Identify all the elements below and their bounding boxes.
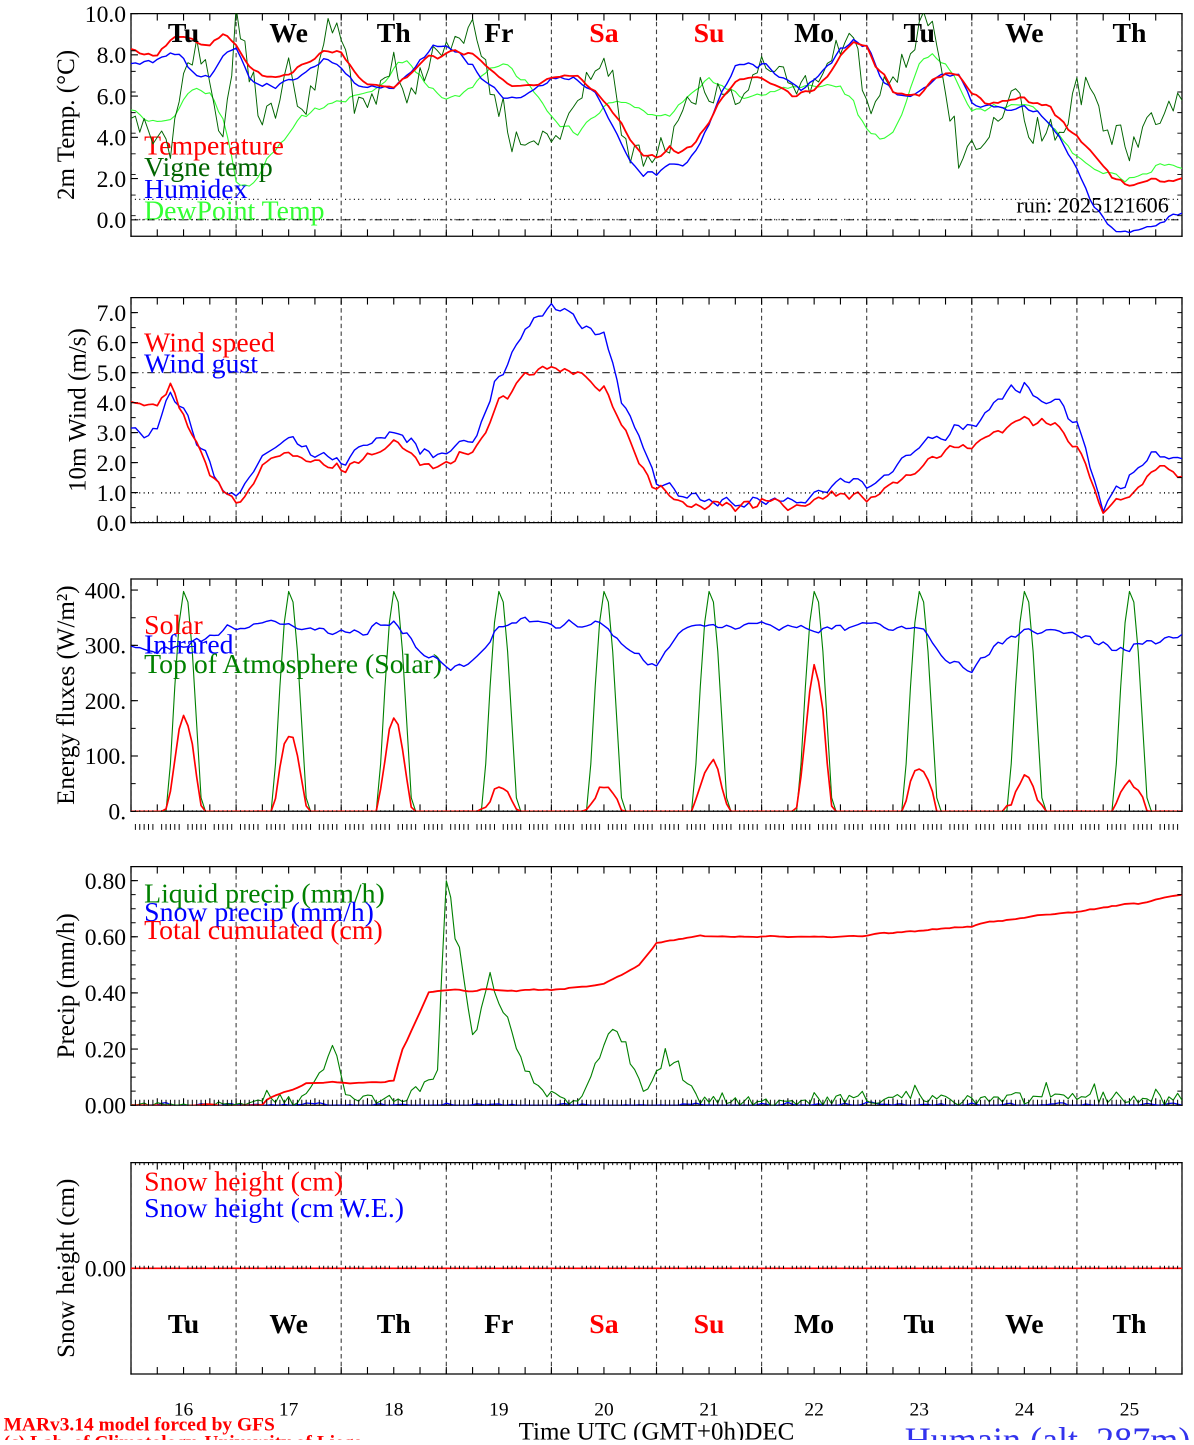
svg-text:8.0: 8.0 xyxy=(97,43,127,69)
svg-text:0.: 0. xyxy=(108,799,126,825)
svg-text:Precip (mm/h): Precip (mm/h) xyxy=(53,913,80,1058)
svg-text:10m Wind (m/s): 10m Wind (m/s) xyxy=(65,328,92,492)
svg-text:Tu: Tu xyxy=(168,18,199,49)
svg-text:7.0: 7.0 xyxy=(97,301,127,327)
svg-text:We: We xyxy=(1005,18,1044,49)
svg-text:6.0: 6.0 xyxy=(97,84,127,110)
svg-text:200.: 200. xyxy=(85,689,126,715)
svg-text:0.40: 0.40 xyxy=(85,981,126,1007)
svg-text:Tu: Tu xyxy=(904,18,935,49)
svg-text:2m Temp. (°C): 2m Temp. (°C) xyxy=(53,50,80,200)
svg-text:Energy fluxes (W/m²): Energy fluxes (W/m²) xyxy=(53,585,80,804)
svg-text:0.00: 0.00 xyxy=(85,1093,126,1119)
svg-text:Top of Atmosphere (Solar): Top of Atmosphere (Solar) xyxy=(144,649,442,680)
svg-text:Mo: Mo xyxy=(794,1309,834,1340)
svg-text:Tu: Tu xyxy=(168,1309,199,1340)
svg-text:300.: 300. xyxy=(85,634,126,660)
svg-text:Time UTC (GMT+0h)DEC: Time UTC (GMT+0h)DEC xyxy=(519,1418,795,1440)
svg-text:We: We xyxy=(269,18,308,49)
svg-text:21: 21 xyxy=(699,1399,718,1420)
svg-text:We: We xyxy=(269,1309,308,1340)
svg-text:Tu: Tu xyxy=(904,1309,935,1340)
svg-text:2.0: 2.0 xyxy=(97,451,127,477)
svg-text:Th: Th xyxy=(377,18,412,49)
svg-text:Snow height (cm): Snow height (cm) xyxy=(53,1179,80,1358)
svg-text:Sa: Sa xyxy=(589,18,618,49)
svg-text:DewPoint Temp: DewPoint Temp xyxy=(144,195,324,226)
svg-text:10.0: 10.0 xyxy=(85,2,126,28)
svg-text:18: 18 xyxy=(384,1399,403,1420)
svg-text:23: 23 xyxy=(910,1399,929,1420)
svg-text:4.0: 4.0 xyxy=(97,391,127,417)
svg-text:22: 22 xyxy=(804,1399,823,1420)
svg-text:1.0: 1.0 xyxy=(97,481,127,507)
svg-text:Total cumulated (cm): Total cumulated (cm) xyxy=(144,915,383,946)
svg-text:0.20: 0.20 xyxy=(85,1037,126,1063)
svg-text:Mo: Mo xyxy=(794,18,834,49)
svg-text:17: 17 xyxy=(279,1399,299,1420)
svg-text:Su: Su xyxy=(694,18,725,49)
svg-text:Humain (alt. 287m): Humain (alt. 287m) xyxy=(905,1420,1191,1440)
svg-text:Th: Th xyxy=(1112,1309,1147,1340)
svg-text:Th: Th xyxy=(1112,18,1147,49)
svg-text:4.0: 4.0 xyxy=(97,126,127,152)
svg-text:Snow height (cm W.E.): Snow height (cm W.E.) xyxy=(144,1193,404,1224)
svg-text:400.: 400. xyxy=(85,578,126,604)
svg-text:Fr: Fr xyxy=(484,1309,513,1340)
svg-text:Wind gust: Wind gust xyxy=(144,348,258,379)
svg-text:Su: Su xyxy=(694,1309,725,1340)
svg-text:Th: Th xyxy=(377,1309,412,1340)
svg-text:We: We xyxy=(1005,1309,1044,1340)
svg-text:0.80: 0.80 xyxy=(85,869,126,895)
svg-text:0.60: 0.60 xyxy=(85,925,126,951)
svg-text:100.: 100. xyxy=(85,744,126,770)
svg-text:24: 24 xyxy=(1015,1399,1035,1420)
svg-text:0.00: 0.00 xyxy=(85,1256,126,1282)
svg-text:2.0: 2.0 xyxy=(97,167,127,193)
svg-text:19: 19 xyxy=(489,1399,508,1420)
svg-text:25: 25 xyxy=(1120,1399,1139,1420)
svg-text:Sa: Sa xyxy=(589,1309,618,1340)
svg-text:5.0: 5.0 xyxy=(97,361,127,387)
svg-text:Fr: Fr xyxy=(484,18,513,49)
svg-text:(c) Lab. of Climatology, Unive: (c) Lab. of Climatology, University of L… xyxy=(4,1433,363,1440)
svg-text:3.0: 3.0 xyxy=(97,421,127,447)
svg-text:0.0: 0.0 xyxy=(97,511,127,537)
svg-text:6.0: 6.0 xyxy=(97,331,127,357)
svg-text:0.0: 0.0 xyxy=(97,208,127,234)
svg-text:20: 20 xyxy=(594,1399,613,1420)
